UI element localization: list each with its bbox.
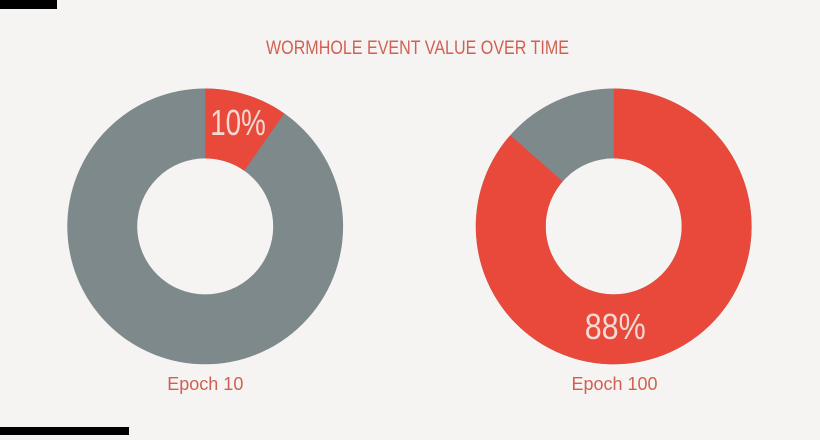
svg-text:Epoch 100: Epoch 100 <box>571 374 657 394</box>
svg-text:10%: 10% <box>210 102 266 143</box>
svg-text:Epoch 10: Epoch 10 <box>167 374 243 394</box>
svg-text:88%: 88% <box>585 306 646 347</box>
svg-text:WORMHOLE EVENT VALUE OVER TIME: WORMHOLE EVENT VALUE OVER TIME <box>266 37 569 59</box>
